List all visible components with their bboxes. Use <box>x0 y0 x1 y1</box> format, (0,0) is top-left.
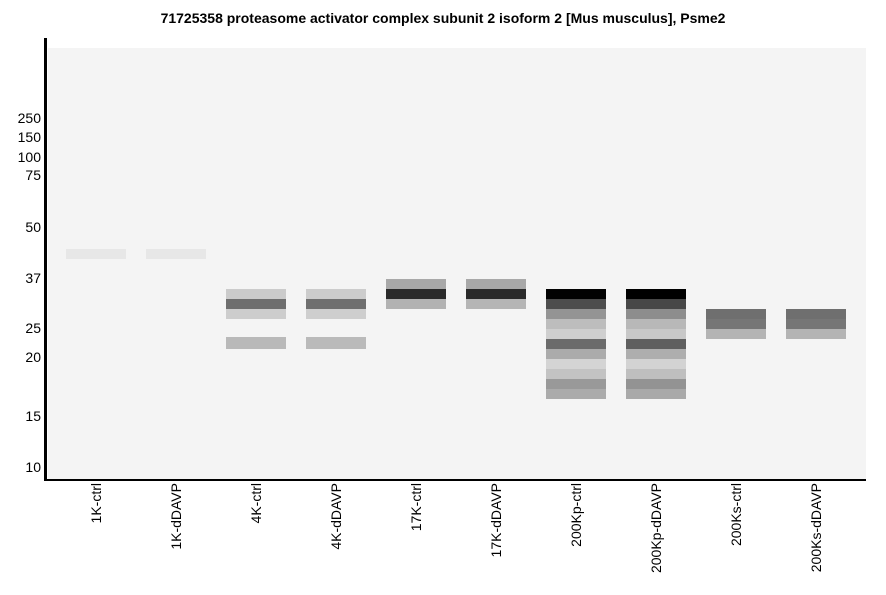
x-tick-label: 4K-dDAVP <box>328 483 344 550</box>
gel-band <box>546 389 606 399</box>
gel-band <box>786 319 846 329</box>
gel-band <box>146 249 206 259</box>
gel-band <box>626 389 686 399</box>
gel-band <box>706 319 766 329</box>
gel-band <box>306 289 366 299</box>
y-axis-line <box>44 38 47 481</box>
gel-band <box>386 299 446 309</box>
x-tick-label: 1K-dDAVP <box>168 483 184 550</box>
y-tick-label: 25 <box>25 320 41 336</box>
x-axis-line <box>44 478 866 481</box>
gel-band <box>626 369 686 379</box>
gel-band <box>626 309 686 319</box>
gel-band <box>226 337 286 349</box>
x-tick-label: 200Kp-dDAVP <box>648 483 664 574</box>
gel-band <box>546 329 606 339</box>
gel-band <box>306 309 366 319</box>
y-tick-label: 50 <box>25 219 41 235</box>
gel-band <box>626 379 686 389</box>
gel-band <box>786 309 846 319</box>
gel-band <box>546 309 606 319</box>
x-tick-label: 200Ks-ctrl <box>728 483 744 547</box>
gel-band <box>626 349 686 359</box>
gel-band <box>626 339 686 349</box>
gel-band <box>626 329 686 339</box>
y-tick-label: 150 <box>17 129 41 145</box>
y-tick-label: 100 <box>17 149 41 165</box>
y-tick-label: 37 <box>25 270 41 286</box>
gel-band <box>626 319 686 329</box>
gel-band <box>546 369 606 379</box>
gel-band <box>786 329 846 339</box>
y-tick-label: 15 <box>25 408 41 424</box>
gel-band <box>226 289 286 299</box>
gel-band <box>546 379 606 389</box>
gel-band <box>546 319 606 329</box>
gel-band <box>546 289 606 299</box>
y-tick-label: 250 <box>17 110 41 126</box>
x-tick-label: 200Kp-ctrl <box>568 483 584 547</box>
gel-band <box>706 329 766 339</box>
gel-band <box>306 299 366 309</box>
gel-band <box>626 299 686 309</box>
gel-band <box>466 289 526 299</box>
gel-band <box>626 289 686 299</box>
x-tick-label: 200Ks-dDAVP <box>808 483 824 573</box>
x-tick-label: 17K-dDAVP <box>488 483 504 558</box>
gel-band <box>546 339 606 349</box>
gel-band <box>386 279 446 289</box>
gel-band <box>226 299 286 309</box>
gel-band <box>546 349 606 359</box>
gel-band <box>706 309 766 319</box>
y-tick-label: 20 <box>25 349 41 365</box>
gel-band <box>466 279 526 289</box>
gel-band <box>226 309 286 319</box>
gel-band <box>626 359 686 369</box>
gel-band <box>386 289 446 299</box>
x-tick-label: 1K-ctrl <box>88 483 104 524</box>
y-tick-label: 10 <box>25 459 41 475</box>
gel-band <box>306 337 366 349</box>
x-tick-label: 17K-ctrl <box>408 483 424 532</box>
gel-band <box>66 249 126 259</box>
x-tick-label: 4K-ctrl <box>248 483 264 524</box>
gel-band <box>546 299 606 309</box>
gel-band <box>546 359 606 369</box>
gel-band <box>466 299 526 309</box>
plot-area <box>48 48 866 479</box>
figure-title: 71725358 proteasome activator complex su… <box>160 10 726 26</box>
y-tick-label: 75 <box>25 167 41 183</box>
